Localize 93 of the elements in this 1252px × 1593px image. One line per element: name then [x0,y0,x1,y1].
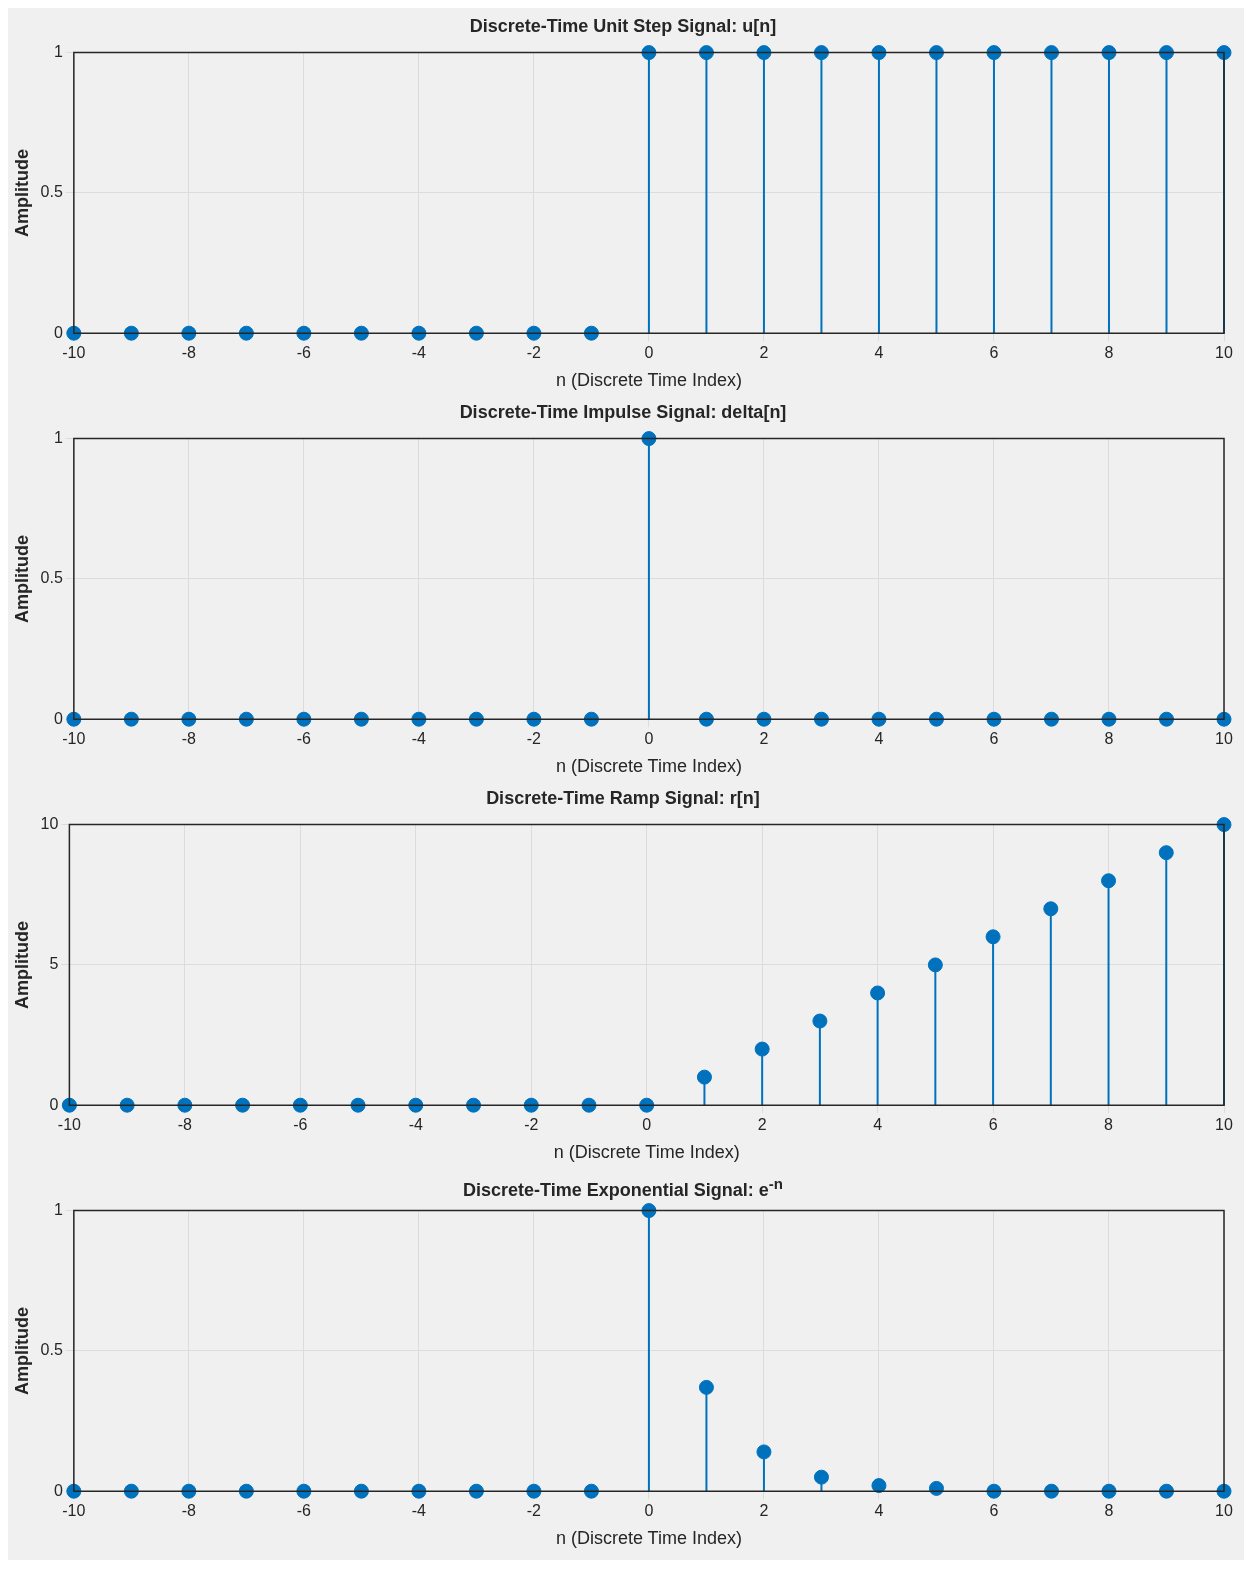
x-tick-label: -4 [411,344,427,362]
point [985,929,1001,945]
y-axis-title: Amplitude [11,534,32,623]
x-tick-label: -8 [177,1116,193,1134]
x-tick-label: 8 [1104,344,1114,362]
x-tick-label: -6 [293,1116,308,1134]
x-axis-title: n (Discrete Time Index) [553,1142,740,1163]
point [928,1480,944,1496]
x-tick-label: 4 [874,344,884,362]
y-tick-label: 1 [53,1201,63,1219]
point [813,1469,829,1485]
point [1043,1483,1059,1499]
point [353,1483,369,1499]
x-tick-label: -2 [526,1502,542,1520]
x-tick-label: -6 [296,730,312,748]
chart-title: Discrete-Time Unit Step Signal: u[n] [468,15,778,38]
x-tick-label: 2 [757,1116,767,1134]
x-tick-label: -2 [526,344,542,362]
x-axis-title: n (Discrete Time Index) [555,370,742,391]
point [870,985,886,1001]
point [466,1097,482,1113]
y-tick-label: 0 [53,1481,63,1499]
x-tick-label: 2 [759,344,769,362]
point [641,1203,657,1219]
point [1101,873,1117,889]
x-tick-label: -6 [296,344,312,362]
x-tick-label: -4 [411,730,427,748]
x-tick-label: 2 [759,730,769,748]
chart-title: Discrete-Time Exponential Signal: e$^{-n}$ [462,1174,784,1200]
chart-title: Discrete-Time Ramp Signal: r[n] [485,787,761,810]
y-tick-label: 1 [53,429,63,447]
y-tick-label: 0.5 [40,1341,63,1359]
point [756,1444,772,1460]
y-tick-label: 0 [53,323,63,341]
x-tick-label: -2 [524,1116,539,1134]
point [468,1483,484,1499]
x-tick-label: -6 [296,1502,312,1520]
y-tick-label: 0.5 [40,183,63,201]
point [1216,1483,1232,1499]
x-axis-title: n (Discrete Time Index) [555,1528,742,1549]
point [238,1483,254,1499]
x-tick-label: 0 [644,1502,654,1520]
x-tick-label: -8 [181,344,197,362]
x-tick-label: 8 [1104,1502,1114,1520]
x-tick-label: 10 [1215,730,1233,748]
x-tick-label: 4 [874,1502,884,1520]
x-tick-label: 10 [1215,344,1233,362]
x-tick-label: -10 [62,730,86,748]
x-tick-label: -8 [181,730,197,748]
x-tick-label: -8 [181,1502,197,1520]
x-tick-label: -10 [62,1502,86,1520]
point [235,1097,251,1113]
y-tick-label: 5 [49,955,59,973]
x-tick-label: 2 [759,1502,769,1520]
point [812,1013,828,1029]
x-tick-label: 10 [1215,1116,1233,1134]
y-tick-label: 0 [49,1095,59,1113]
point [66,1483,82,1499]
y-axis-title: Amplitude [11,1306,32,1395]
x-tick-label: 0 [644,344,654,362]
x-tick-label: 8 [1104,1116,1114,1134]
point [927,957,943,973]
point [61,1097,77,1113]
y-tick-label: 0 [53,709,63,727]
point [754,1041,770,1057]
x-tick-label: 6 [989,730,999,748]
x-tick-label: 6 [988,1116,998,1134]
x-axis-title: n (Discrete Time Index) [555,756,742,777]
point [1043,901,1059,917]
y-tick-label: 10 [40,815,59,833]
x-tick-label: 6 [989,344,999,362]
point [1158,1483,1174,1499]
x-tick-label: 6 [989,1502,999,1520]
y-tick-label: 0.5 [40,569,63,587]
point [871,1478,887,1494]
y-axis-title: Amplitude [11,920,32,1009]
x-tick-label: 8 [1104,730,1114,748]
x-tick-label: 4 [874,730,884,748]
point [696,1069,712,1085]
y-axis-title: Amplitude [11,148,32,237]
chart-title: Discrete-Time Impulse Signal: delta[n] [458,401,788,424]
x-tick-label: -4 [408,1116,423,1134]
point [1158,845,1174,861]
x-tick-label: -2 [526,730,542,748]
x-tick-label: 4 [873,1116,883,1134]
point [698,1379,714,1395]
y-tick-label: 1 [53,43,63,61]
x-tick-label: -10 [57,1116,82,1134]
x-tick-label: 0 [644,730,654,748]
x-tick-label: 0 [642,1116,652,1134]
x-tick-label: 10 [1215,1502,1233,1520]
x-tick-label: -4 [411,1502,427,1520]
x-tick-label: -10 [62,344,86,362]
